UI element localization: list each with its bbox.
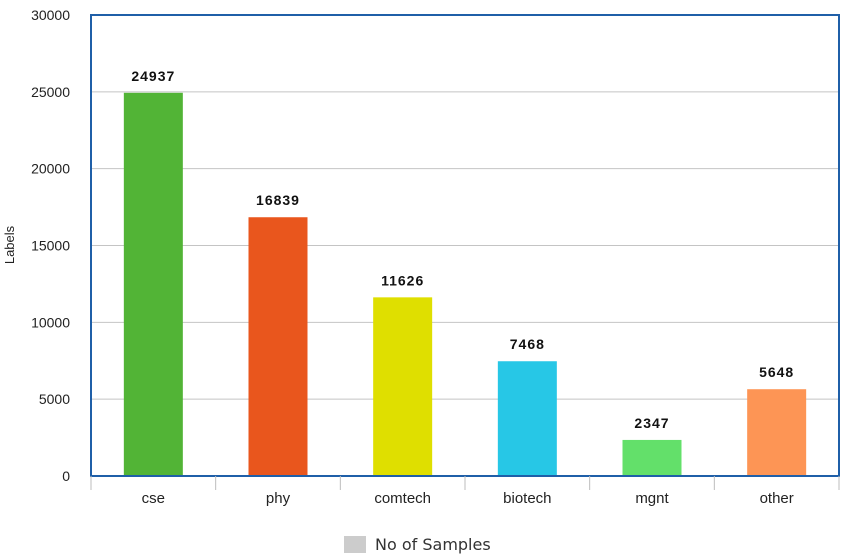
bar-cse xyxy=(123,92,183,477)
x-tick-label-biotech: biotech xyxy=(503,490,551,507)
data-label-biotech: 7468 xyxy=(510,336,545,352)
y-tick-label: 5000 xyxy=(39,391,70,407)
x-tick-label-other: other xyxy=(760,490,794,507)
y-tick-label: 0 xyxy=(62,468,70,484)
legend-swatch xyxy=(344,535,366,553)
bar-mgnt xyxy=(622,439,682,476)
legend: No of Samples xyxy=(344,534,491,554)
bar-comtech xyxy=(373,297,433,476)
y-tick-label: 20000 xyxy=(31,161,70,177)
y-tick-label: 25000 xyxy=(31,84,70,100)
x-axis-ticks: cse phy comtech biotech mgnt other xyxy=(90,476,840,507)
bar-phy xyxy=(248,217,308,476)
y-tick-label: 15000 xyxy=(31,238,70,254)
x-tick-label-cse: cse xyxy=(142,490,165,507)
bar-other xyxy=(747,389,807,476)
y-tick-label: 10000 xyxy=(31,314,70,330)
data-label-phy: 16839 xyxy=(256,192,300,208)
x-tick-label-phy: phy xyxy=(266,490,291,507)
data-label-mgnt: 2347 xyxy=(634,415,669,431)
bar-biotech xyxy=(497,361,557,476)
bars xyxy=(123,92,807,477)
gridlines xyxy=(91,91,839,400)
data-label-cse: 24937 xyxy=(131,68,175,84)
legend-label: No of Samples xyxy=(375,534,491,554)
data-label-comtech: 11626 xyxy=(381,272,424,288)
y-axis-ticks: 0 5000 10000 15000 20000 25000 30000 xyxy=(31,7,70,484)
y-tick-label: 30000 xyxy=(31,7,70,23)
data-label-other: 5648 xyxy=(759,364,794,380)
x-tick-label-comtech: comtech xyxy=(374,490,431,507)
y-axis-title: Labels xyxy=(2,225,17,264)
data-labels: 24937 16839 11626 7468 2347 5648 xyxy=(131,68,794,431)
x-tick-label-mgnt: mgnt xyxy=(635,490,669,507)
